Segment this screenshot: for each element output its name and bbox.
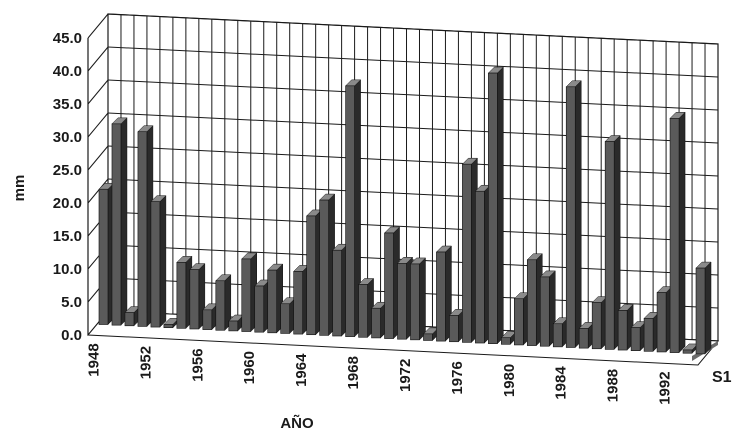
series-label-s1: S1 bbox=[712, 369, 732, 386]
side-gridline bbox=[87, 13, 109, 39]
h-gridline bbox=[107, 46, 719, 78]
y-tick-label: 0.0 bbox=[61, 327, 82, 344]
y-tick-label: 5.0 bbox=[61, 294, 82, 311]
bar bbox=[111, 117, 128, 326]
x-tick-label: 1980 bbox=[501, 364, 518, 397]
x-tick-label: 1956 bbox=[189, 348, 206, 381]
bar bbox=[487, 66, 504, 345]
x-tick-label: 1976 bbox=[449, 361, 466, 394]
x-tick-label: 1964 bbox=[293, 353, 310, 387]
y-axis-title: mm bbox=[11, 175, 28, 202]
y-tick-label: 40.0 bbox=[53, 63, 82, 80]
side-gridline bbox=[87, 79, 109, 105]
x-tick-label: 1968 bbox=[345, 356, 362, 389]
y-tick-label: 15.0 bbox=[53, 228, 82, 245]
y-tick-label: 30.0 bbox=[53, 129, 82, 146]
h-gridline bbox=[107, 13, 719, 45]
x-tick-label: 1948 bbox=[85, 343, 102, 376]
x-tick-label: 1992 bbox=[657, 371, 674, 404]
side-gridline bbox=[87, 46, 109, 72]
x-tick-label: 1984 bbox=[553, 366, 570, 400]
x-tick-label: 1988 bbox=[605, 369, 622, 402]
bar bbox=[565, 80, 582, 349]
x-axis-title: AÑO bbox=[280, 414, 314, 432]
chart-bars bbox=[98, 66, 712, 355]
side-gridline bbox=[87, 178, 109, 204]
h-gridline bbox=[107, 79, 719, 111]
bar bbox=[163, 317, 180, 329]
bar bbox=[695, 261, 712, 355]
y-tick-label: 25.0 bbox=[53, 162, 82, 179]
bar bbox=[150, 195, 167, 328]
y-tick-label: 35.0 bbox=[53, 96, 82, 113]
side-gridline bbox=[87, 112, 109, 138]
x-tick-label: 1952 bbox=[137, 346, 154, 379]
bar bbox=[669, 111, 686, 354]
bar bbox=[215, 274, 232, 331]
bar bbox=[409, 257, 427, 341]
y-tick-label: 45.0 bbox=[53, 30, 82, 47]
bar bbox=[267, 263, 284, 334]
bar bbox=[604, 134, 621, 351]
x-tick-label: 1972 bbox=[397, 359, 414, 392]
x-axis-ticks: 1948 1952 1956 1960 1964 1968 1972 1976 1980 1984… bbox=[85, 343, 673, 404]
y-tick-label: 20.0 bbox=[53, 195, 82, 212]
y-axis-ticks: 0.0 5.0 10.0 15.0 20.0 25.0 30.0 35.0 40.0 45.0 bbox=[53, 30, 82, 344]
x-tick-label: 1960 bbox=[241, 351, 258, 384]
side-gridline bbox=[87, 145, 109, 171]
y-tick-label: 10.0 bbox=[53, 261, 82, 278]
